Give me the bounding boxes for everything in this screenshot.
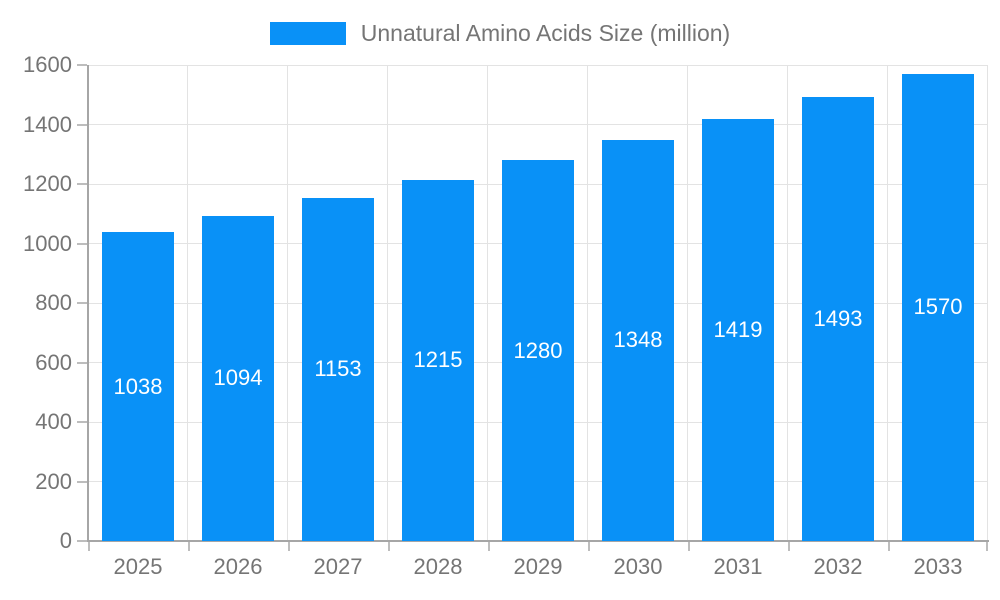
bar: 1153 — [302, 197, 374, 541]
v-gridline — [387, 65, 388, 541]
y-tick-label: 1200 — [23, 171, 72, 196]
v-gridline — [887, 65, 888, 541]
y-tick-label: 200 — [35, 468, 72, 494]
y-tick — [77, 421, 87, 423]
x-tick — [488, 542, 490, 551]
v-gridline — [987, 65, 988, 541]
v-gridline — [487, 65, 488, 541]
v-gridline — [787, 65, 788, 541]
x-tick — [986, 542, 988, 551]
y-tick-label: 600 — [35, 349, 72, 375]
y-axis-line — [87, 65, 89, 541]
x-tick-label: 2025 — [113, 554, 163, 579]
v-gridline — [587, 65, 588, 541]
y-tick — [77, 242, 87, 245]
legend[interactable]: Unnatural Amino Acids Size (million) — [0, 20, 1000, 47]
bar: 1493 — [802, 96, 874, 541]
x-tick — [788, 542, 790, 551]
bar-value-label: 1215 — [413, 347, 463, 373]
x-tick-label: 2027 — [313, 554, 363, 579]
y-tick-label: 800 — [35, 290, 72, 315]
y-axis-labels: 0 200 400 600 800 1000 1200 1400 1600 — [0, 52, 72, 553]
y-tick — [77, 123, 87, 126]
y-tick — [77, 64, 87, 66]
x-tick — [288, 542, 290, 551]
x-tick — [588, 542, 590, 551]
h-gridline — [88, 64, 988, 66]
bar-value-label: 1570 — [913, 294, 963, 320]
x-tick-label: 2026 — [213, 554, 263, 579]
bar: 1094 — [202, 215, 274, 541]
x-axis-line — [87, 540, 989, 542]
y-tick — [77, 540, 87, 542]
v-gridline — [287, 65, 288, 541]
y-tick-label: 0 — [59, 528, 72, 553]
plot-area: 1038 1094 1153 1215 1280 1348 1419 1493 1570 — [77, 64, 989, 551]
x-tick-label: 2030 — [613, 554, 663, 579]
x-tick-label: 2033 — [913, 554, 963, 579]
x-tick — [88, 542, 90, 551]
x-tick-label: 2029 — [513, 554, 563, 579]
bar-value-label: 1348 — [613, 327, 663, 353]
x-axis-labels: 2025 2026 2027 2028 2029 2030 2031 2032 2033 — [88, 554, 988, 584]
bar-value-label: 1280 — [513, 337, 563, 363]
x-tick — [688, 542, 690, 551]
x-tick-label: 2028 — [413, 554, 463, 579]
bar-value-label: 1038 — [113, 373, 163, 399]
y-tick-label: 1000 — [23, 230, 72, 256]
bar: 1038 — [102, 232, 174, 541]
y-tick-label: 400 — [35, 409, 72, 434]
legend-swatch — [269, 22, 346, 45]
y-tick — [77, 302, 87, 304]
bar: 1348 — [602, 139, 674, 541]
v-gridline — [187, 65, 188, 541]
legend-label: Unnatural Amino Acids Size (million) — [360, 20, 731, 46]
bar-value-label: 1094 — [213, 365, 263, 391]
bar-value-label: 1153 — [314, 356, 362, 382]
x-tick-label: 2031 — [713, 554, 763, 579]
x-tick — [388, 542, 390, 551]
y-tick — [77, 480, 87, 483]
bar: 1280 — [502, 160, 574, 541]
x-tick — [188, 542, 190, 551]
x-tick — [888, 542, 890, 551]
x-tick-label: 2032 — [813, 554, 863, 579]
bar-value-label: 1493 — [813, 305, 863, 331]
y-tick — [77, 361, 87, 364]
bar: 1419 — [702, 118, 774, 541]
v-gridline — [687, 65, 688, 541]
h-gridline — [88, 124, 988, 125]
y-tick-label: 1600 — [23, 52, 72, 77]
y-tick — [77, 183, 87, 185]
bar: 1215 — [402, 179, 474, 541]
y-tick-label: 1400 — [23, 111, 72, 137]
bar-value-label: 1419 — [713, 316, 763, 342]
bar: 1570 — [902, 73, 974, 541]
